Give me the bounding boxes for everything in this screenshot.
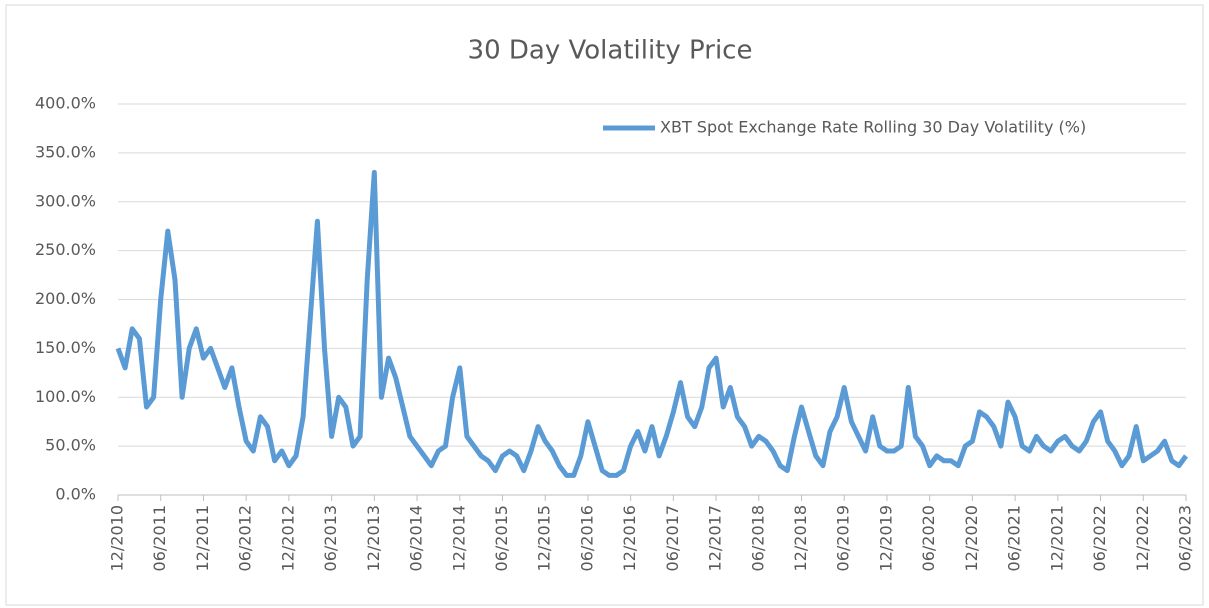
x-tick-label: 12/2016 [620,505,639,571]
x-tick-label: 06/2020 [919,505,938,571]
x-tick-label: 12/2021 [1047,505,1066,571]
y-tick-label: 100.0% [35,387,96,406]
x-tick-label: 12/2020 [962,505,981,571]
y-tick-label: 300.0% [35,191,96,210]
x-tick-label: 06/2014 [407,505,426,571]
y-tick-label: 200.0% [35,289,96,308]
x-tick-label: 06/2021 [1005,505,1024,571]
x-tick-label: 06/2016 [577,505,596,571]
x-tick-label: 06/2023 [1176,505,1195,571]
x-tick-label: 06/2015 [492,505,511,571]
x-tick-label: 06/2019 [834,505,853,571]
x-tick-label: 12/2019 [876,505,895,571]
x-tick-label: 06/2022 [1090,505,1109,571]
x-tick-label: 06/2013 [321,505,340,571]
y-tick-label: 250.0% [35,240,96,259]
y-tick-label: 50.0% [45,436,96,455]
x-tick-label: 12/2022 [1133,505,1152,571]
x-tick-label: 12/2014 [449,505,468,571]
x-tick-label: 12/2010 [108,505,127,571]
x-tick-label: 06/2011 [150,505,169,571]
x-tick-label: 06/2017 [663,505,682,571]
x-tick-label: 12/2012 [278,505,297,571]
y-tick-label: 400.0% [35,94,96,113]
chart-title: 30 Day Volatility Price [468,36,753,66]
y-tick-label: 350.0% [35,142,96,161]
x-tick-label: 06/2012 [236,505,255,571]
x-tick-label: 12/2013 [364,505,383,571]
y-tick-label: 150.0% [35,338,96,357]
chart-border [5,4,1204,606]
x-tick-label: 12/2018 [791,505,810,571]
x-tick-label: 12/2015 [535,505,554,571]
data-line [115,169,1189,478]
x-tick-label: 06/2018 [748,505,767,571]
x-tick-label: 12/2011 [193,505,212,571]
legend-label: XBT Spot Exchange Rate Rolling 30 Day Vo… [660,118,1086,137]
y-tick-label: 0.0% [55,485,96,504]
x-tick-label: 12/2017 [706,505,725,571]
